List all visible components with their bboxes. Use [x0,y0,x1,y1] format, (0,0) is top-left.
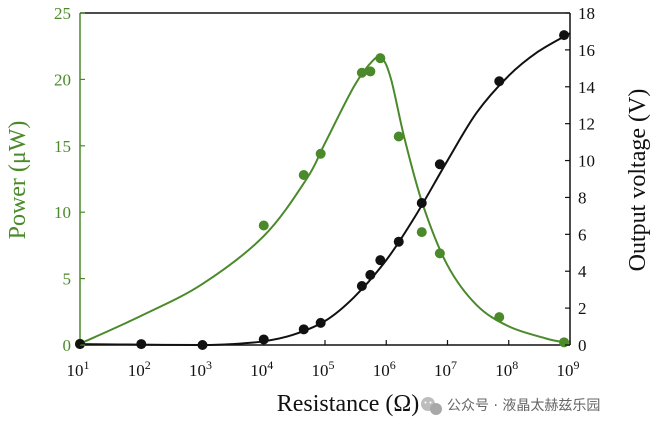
power-data-point [298,170,309,181]
x-tick-label: 108 [495,358,518,380]
y-tick-right-label: 4 [578,262,587,281]
power-data-point [315,148,326,159]
y-axis-label-right: Output voltage (V) [625,89,651,272]
x-tick-label: 102 [128,358,151,380]
points [75,30,570,350]
power-data-point [494,312,505,323]
y-tick-right-label: 0 [578,336,587,355]
voltage-data-point [356,280,367,291]
watermark: 公众号 · 液晶太赫兹乐园 [421,397,600,415]
power-data-point [365,66,376,77]
power-data-point [434,248,445,259]
y-tick-left-label: 15 [54,137,71,156]
y-tick-right-label: 6 [578,225,587,244]
voltage-data-point [416,197,427,208]
wechat-icon [421,397,442,415]
x-tick-label: 101 [67,358,90,380]
watermark-text: 公众号 · 液晶太赫兹乐园 [447,398,600,414]
voltage-data-point [298,324,309,335]
y-tick-left-label: 10 [54,203,71,222]
voltage-data-point [393,236,404,247]
power-data-point [559,337,570,348]
x-tick-label: 109 [557,358,580,380]
power-data-point [393,131,404,142]
power-data-point [375,53,386,64]
y-tick-right-label: 8 [578,188,587,207]
voltage-data-point [365,269,376,280]
y-tick-left-label: 5 [63,270,72,289]
y-tick-right-label: 12 [578,115,595,134]
x-axis-label: Resistance (Ω) [277,391,419,417]
y-tick-right-label: 16 [578,41,595,60]
y-tick-right-label: 2 [578,299,587,318]
voltage-data-point [559,30,570,41]
y-tick-left-label: 25 [54,4,71,23]
power-data-point [258,220,269,231]
y-tick-right-label: 18 [578,4,595,23]
voltage-data-point [258,334,269,345]
y-tick-right-label: 14 [578,78,596,97]
x-tick-label: 104 [250,358,273,380]
voltage-data-point [315,317,326,328]
power-fit-curve [79,55,565,345]
x-tick-label: 107 [434,358,457,380]
power-data-point [356,67,367,78]
y-tick-right-label: 10 [578,152,595,171]
x-tick-label: 105 [312,358,335,380]
y-tick-left-label: 20 [54,70,71,89]
x-tick-label: 106 [373,358,396,380]
voltage-data-point [434,159,445,170]
power-data-point [416,227,427,238]
y-axis-label-left: Power (μW) [5,121,31,240]
x-tick-label: 103 [189,358,212,380]
voltage-data-point [375,255,386,266]
voltage-data-point [494,76,505,87]
ticks: 0 5 10 15 20 25 0 2 4 6 8 10 12 14 16 18 101 102 103 104 105… [54,4,596,380]
plot-frame [79,12,571,346]
y-tick-left-label: 0 [63,336,72,355]
